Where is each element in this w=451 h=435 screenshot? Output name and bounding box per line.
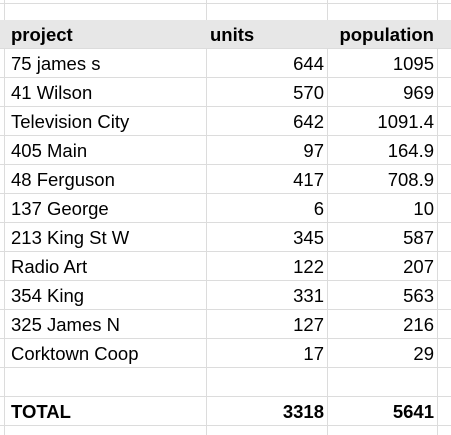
units-cell[interactable]: 6 [207, 194, 324, 222]
table-row[interactable]: 75 james s 644 1095 [0, 49, 451, 78]
project-cell[interactable]: Radio Art [11, 252, 201, 280]
project-cell[interactable]: 41 Wilson [11, 78, 201, 106]
table-row[interactable]: 48 Ferguson 417 708.9 [0, 165, 451, 194]
project-cell[interactable]: 75 james s [11, 49, 201, 77]
units-cell[interactable]: 570 [207, 78, 324, 106]
total-label-cell[interactable]: TOTAL [11, 397, 201, 425]
table-row[interactable]: 405 Main 97 164.9 [0, 136, 451, 165]
table-row[interactable]: 41 Wilson 570 969 [0, 78, 451, 107]
population-cell[interactable]: 207 [328, 252, 434, 280]
table-row[interactable]: 213 King St W 345 587 [0, 223, 451, 252]
units-cell[interactable]: 644 [207, 49, 324, 77]
population-cell[interactable]: 216 [328, 310, 434, 338]
units-cell[interactable]: 345 [207, 223, 324, 251]
total-units-cell[interactable]: 3318 [207, 397, 324, 425]
population-cell[interactable]: 1091.4 [328, 107, 434, 135]
header-row[interactable]: project units population [0, 20, 451, 49]
units-cell[interactable]: 17 [207, 339, 324, 367]
table-row[interactable]: Television City 642 1091.4 [0, 107, 451, 136]
population-cell[interactable]: 10 [328, 194, 434, 222]
units-cell[interactable]: 97 [207, 136, 324, 164]
population-cell[interactable]: 29 [328, 339, 434, 367]
table-row[interactable]: 137 George 6 10 [0, 194, 451, 223]
header-project-cell[interactable]: project [11, 20, 201, 48]
population-cell[interactable]: 563 [328, 281, 434, 309]
total-row[interactable]: TOTAL 3318 5641 [0, 397, 451, 426]
project-cell[interactable]: Corktown Coop [11, 339, 201, 367]
project-cell[interactable]: 48 Ferguson [11, 165, 201, 193]
population-cell[interactable]: 587 [328, 223, 434, 251]
units-cell[interactable]: 127 [207, 310, 324, 338]
table-row[interactable]: Corktown Coop 17 29 [0, 339, 451, 368]
population-cell[interactable]: 708.9 [328, 165, 434, 193]
population-cell[interactable]: 969 [328, 78, 434, 106]
table-row[interactable]: 325 James N 127 216 [0, 310, 451, 339]
project-cell[interactable]: 354 King [11, 281, 201, 309]
project-cell[interactable]: 325 James N [11, 310, 201, 338]
population-cell[interactable]: 164.9 [328, 136, 434, 164]
units-cell[interactable]: 417 [207, 165, 324, 193]
total-population-cell[interactable]: 5641 [328, 397, 434, 425]
table-row[interactable]: Radio Art 122 207 [0, 252, 451, 281]
units-cell[interactable]: 122 [207, 252, 324, 280]
header-population-cell[interactable]: population [328, 20, 434, 48]
units-cell[interactable]: 331 [207, 281, 324, 309]
units-cell[interactable]: 642 [207, 107, 324, 135]
project-cell[interactable]: 213 King St W [11, 223, 201, 251]
header-units-cell[interactable]: units [210, 20, 327, 48]
population-cell[interactable]: 1095 [328, 49, 434, 77]
previous-row[interactable] [0, 0, 451, 4]
project-cell[interactable]: Television City [11, 107, 201, 135]
project-cell[interactable]: 137 George [11, 194, 201, 222]
empty-row[interactable] [0, 368, 451, 397]
table-row[interactable]: 354 King 331 563 [0, 281, 451, 310]
project-cell[interactable]: 405 Main [11, 136, 201, 164]
